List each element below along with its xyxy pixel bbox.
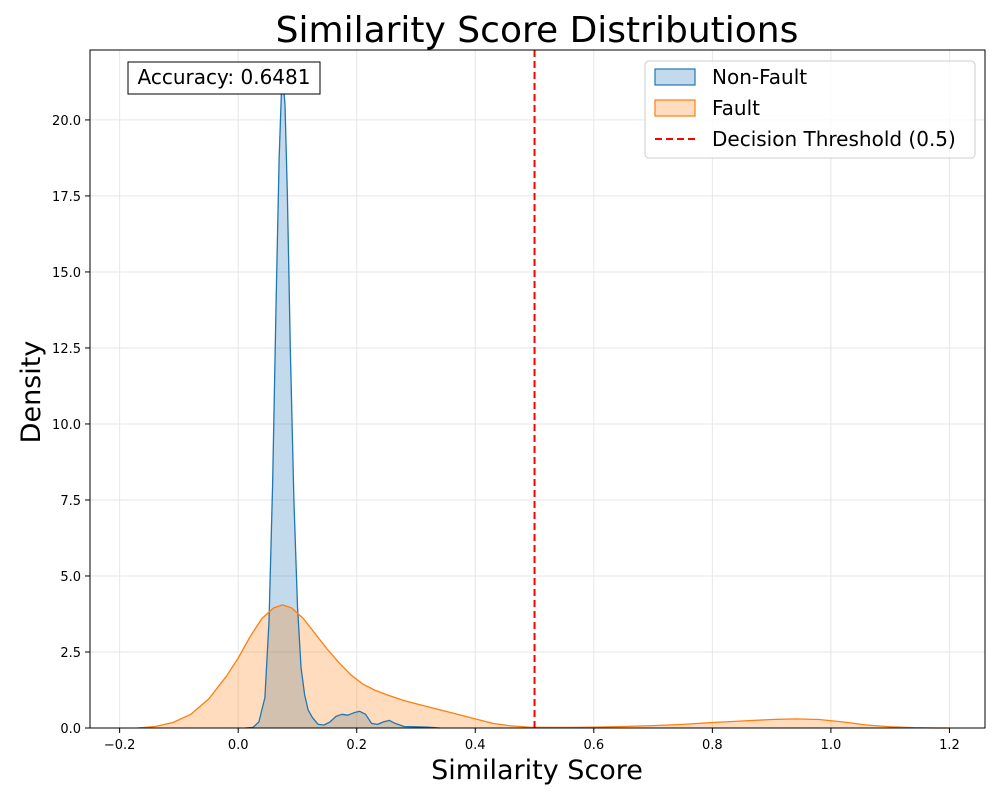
y-tick-label: 5.0 [60,570,81,585]
y-tick-label: 10.0 [52,418,81,433]
x-tick-label: 1.0 [821,738,842,753]
accuracy-annotation: Accuracy: 0.6481 [127,61,321,95]
x-tick-label: 1.2 [939,738,960,753]
y-tick-label: 15.0 [52,266,81,281]
y-tick-label: 12.5 [52,342,81,357]
y-axis-label: Density [16,341,47,444]
y-tick-label: 20.0 [52,114,81,129]
fill-layer [137,83,950,728]
x-tick-label: −0.2 [104,738,136,753]
y-tick-label: 17.5 [52,190,81,205]
legend-label-threshold: Decision Threshold (0.5) [712,127,956,151]
series-area-non-fault [245,83,440,728]
series-line-non-fault [245,82,440,729]
x-tick-label: 0.8 [702,738,723,753]
legend: Non-Fault Fault Decision Threshold (0.5) [644,60,976,159]
chart-title: Similarity Score Distributions [276,10,799,51]
series-line-fault [137,604,950,729]
legend-swatch-non-fault [654,68,696,86]
legend-frame [644,60,976,159]
series-area-fault [137,604,950,728]
x-tick-label: 0.6 [583,738,604,753]
plot-frame [89,49,986,729]
accuracy-annotation-text: Accuracy: 0.6481 [138,65,311,89]
x-tick-label: 0.4 [465,738,486,753]
x-tick-label: 0.2 [346,738,367,753]
legend-label-fault: Fault [712,96,760,120]
y-tick-label: 7.5 [60,494,81,509]
x-axis-label: Similarity Score [431,755,643,786]
x-tick-label: 0.0 [228,738,249,753]
line-layer [137,82,950,729]
y-tick-label: 2.5 [60,646,81,661]
legend-label-non-fault: Non-Fault [712,65,807,89]
y-tick-label: 0.0 [60,722,81,737]
legend-swatch-fault [654,99,696,117]
tick-layer: −0.2 0.0 0.2 0.4 0.6 0.8 1.0 1.2 0.0 2.5 5.0 7.5 10.… [52,114,960,753]
